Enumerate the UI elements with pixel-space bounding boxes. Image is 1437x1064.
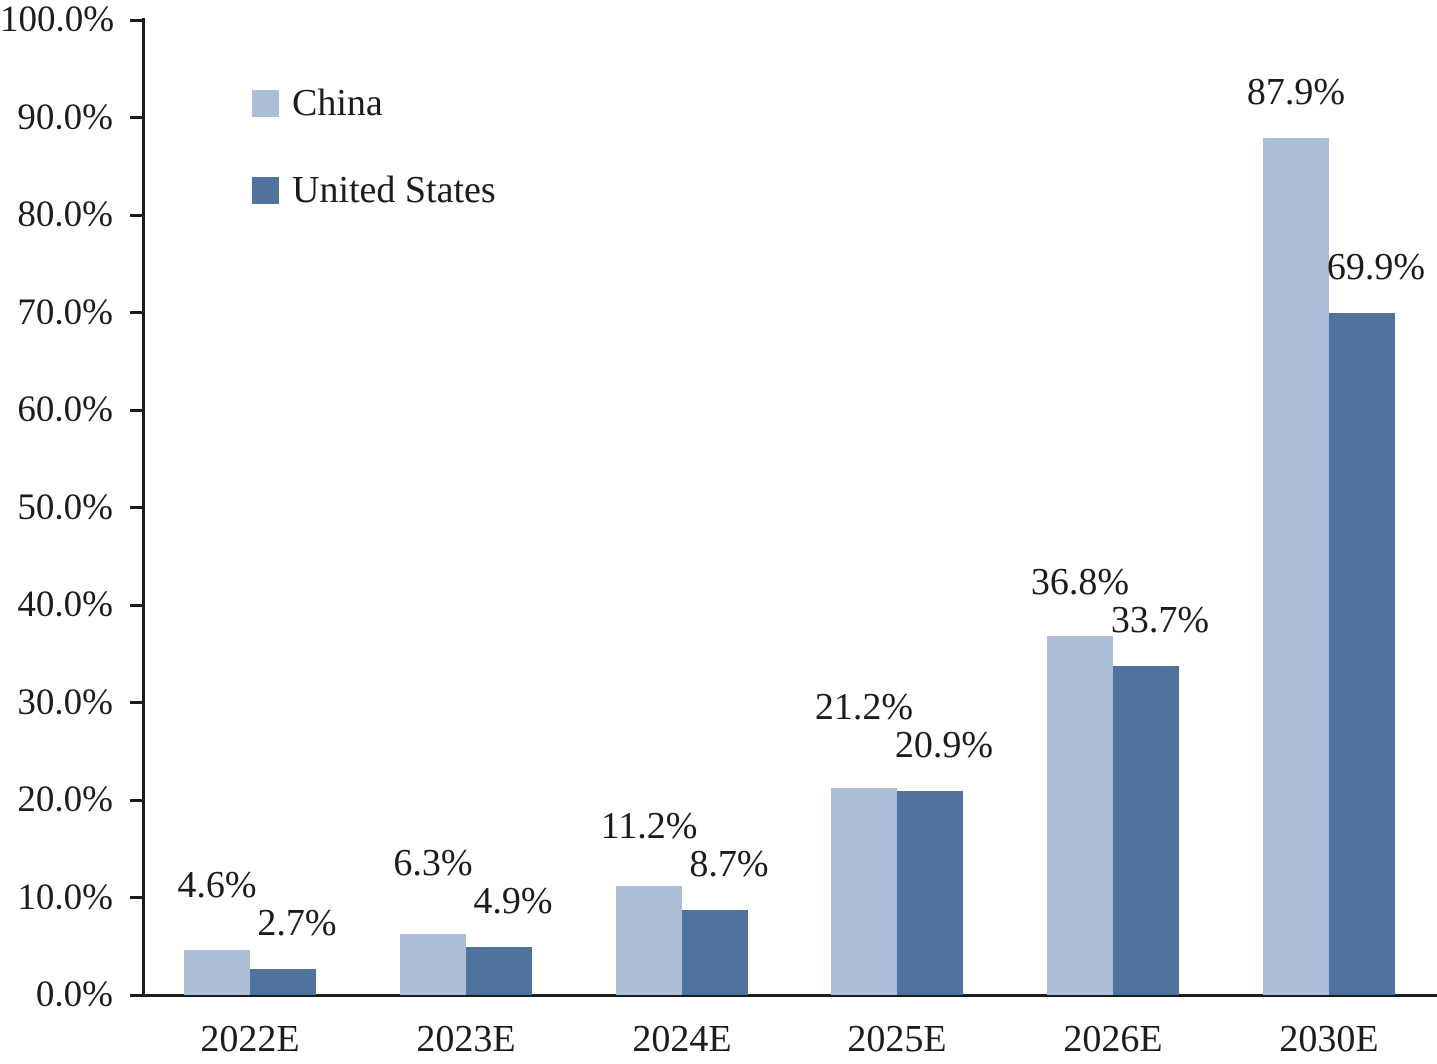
y-axis-tick: [130, 506, 143, 509]
x-axis-label-2022E: 2022E: [200, 1018, 300, 1060]
y-axis-tick-label: 70.0%: [17, 292, 113, 333]
y-axis-tick: [130, 214, 143, 217]
y-axis-tick-label: 80.0%: [17, 194, 113, 235]
y-axis-tick: [130, 701, 143, 704]
bar-china-2024E: [616, 886, 682, 995]
bar-china-2026E: [1047, 636, 1113, 995]
data-label-china-2023E: 6.3%: [393, 842, 473, 884]
bar-united-states-2025E: [897, 791, 963, 995]
y-axis-tick: [130, 604, 143, 607]
y-axis-tick: [130, 116, 143, 119]
y-axis-tick-label: 10.0%: [17, 877, 113, 918]
legend-label-china: China: [292, 82, 383, 124]
data-label-united-states-2026E: 33.7%: [1110, 599, 1210, 641]
y-axis-tick: [130, 19, 143, 22]
legend-label-united-states: United States: [292, 169, 496, 211]
x-axis-label-2025E: 2025E: [847, 1018, 947, 1060]
data-label-china-2025E: 21.2%: [814, 686, 914, 728]
data-label-united-states-2023E: 4.9%: [473, 880, 553, 922]
bar-united-states-2030E: [1329, 313, 1395, 995]
data-label-united-states-2022E: 2.7%: [257, 902, 337, 944]
legend-swatch-china: [252, 89, 279, 117]
y-axis-tick: [130, 799, 143, 802]
bar-china-2030E: [1263, 138, 1329, 995]
data-label-united-states-2025E: 20.9%: [894, 724, 994, 766]
y-axis-tick-label: 100.0%: [0, 0, 115, 40]
x-axis-label-2023E: 2023E: [416, 1018, 516, 1060]
data-label-united-states-2024E: 8.7%: [689, 843, 769, 885]
bar-united-states-2023E: [466, 947, 532, 995]
y-axis-tick-label: 90.0%: [17, 97, 113, 138]
data-label-china-2030E: 87.9%: [1246, 71, 1346, 113]
bar-united-states-2024E: [682, 910, 748, 995]
data-label-china-2026E: 36.8%: [1030, 561, 1130, 603]
y-axis-tick-label: 40.0%: [17, 584, 113, 625]
y-axis-tick-label: 50.0%: [17, 487, 113, 528]
y-axis-tick-label: 30.0%: [17, 682, 113, 723]
x-axis-line: [130, 994, 1437, 997]
legend-item-china: China: [252, 80, 383, 126]
y-axis-tick-label: 60.0%: [17, 389, 113, 430]
legend-item-united-states: United States: [252, 167, 496, 213]
y-axis-tick: [130, 311, 143, 314]
x-axis-label-2030E: 2030E: [1279, 1018, 1379, 1060]
bar-china-2022E: [184, 950, 250, 995]
data-label-china-2022E: 4.6%: [177, 864, 257, 906]
bar-united-states-2026E: [1113, 666, 1179, 995]
y-axis-tick-label: 0.0%: [35, 974, 113, 1015]
legend-swatch-united-states: [252, 176, 279, 204]
y-axis-tick-label: 20.0%: [17, 779, 113, 820]
bar-united-states-2022E: [250, 969, 316, 995]
x-axis-label-2026E: 2026E: [1063, 1018, 1163, 1060]
y-axis-tick: [130, 896, 143, 899]
x-axis-label-2024E: 2024E: [632, 1018, 732, 1060]
data-label-united-states-2030E: 69.9%: [1326, 246, 1426, 288]
bar-china-2023E: [400, 934, 466, 995]
y-axis-line: [142, 18, 145, 997]
y-axis-tick: [130, 409, 143, 412]
bar-china-2025E: [831, 788, 897, 995]
data-label-china-2024E: 11.2%: [600, 805, 698, 847]
